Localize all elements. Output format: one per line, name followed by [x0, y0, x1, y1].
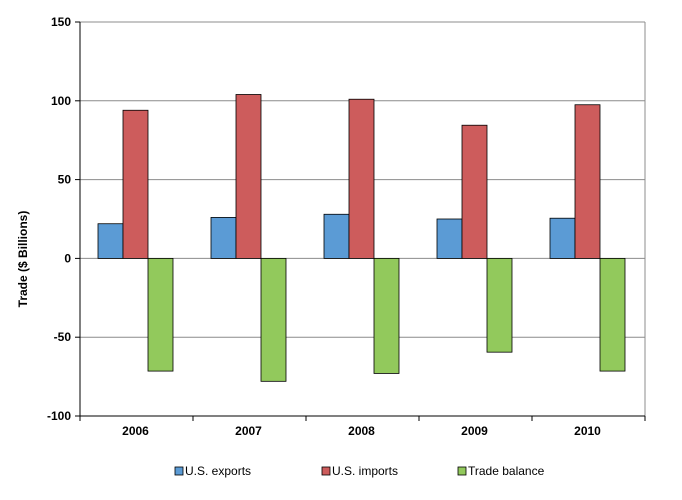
bar-trade-balance-2010 — [599, 257, 626, 372]
x-tick-label: 2010 — [574, 424, 601, 438]
bar-trade-balance-2007 — [260, 257, 287, 382]
legend-label: Trade balance — [468, 464, 545, 478]
legend-swatch — [321, 466, 331, 476]
x-tick-label: 2008 — [348, 424, 375, 438]
bar-u-s-imports-2010 — [574, 104, 601, 259]
y-tick-label: 150 — [51, 15, 71, 29]
y-tick-labels: -100 -50 0 50 100 150 — [47, 15, 71, 423]
legend-swatch — [457, 466, 467, 476]
bars — [97, 94, 626, 382]
x-tick-labels: 2006 2007 2008 2009 2010 — [122, 424, 601, 438]
legend-label: U.S. imports — [332, 464, 398, 478]
bar-trade-balance-2009 — [486, 257, 513, 353]
y-tick-label: 0 — [64, 251, 71, 265]
x-tick-label: 2009 — [461, 424, 488, 438]
y-tick-label: 100 — [51, 94, 71, 108]
axes — [75, 21, 646, 421]
x-tick-label: 2006 — [122, 424, 149, 438]
y-tick-label: -100 — [47, 409, 71, 423]
bar-u-s-imports-2007 — [235, 94, 262, 259]
bar-trade-balance-2006 — [147, 257, 174, 372]
bar-u-s-exports-2010 — [549, 217, 576, 259]
y-tick-label: 50 — [58, 173, 72, 187]
legend: U.S. exports U.S. imports Trade balance — [174, 464, 545, 478]
legend-swatch — [174, 466, 184, 476]
bar-u-s-exports-2008 — [323, 213, 350, 259]
y-tick-label: -50 — [54, 330, 72, 344]
bar-u-s-imports-2009 — [461, 124, 488, 259]
bar-u-s-imports-2008 — [348, 98, 375, 259]
y-axis-title: Trade ($ Billions) — [16, 211, 30, 308]
x-tick-label: 2007 — [235, 424, 262, 438]
bar-u-s-exports-2009 — [436, 218, 463, 259]
bar-u-s-exports-2006 — [97, 223, 124, 259]
legend-label: U.S. exports — [185, 464, 251, 478]
bar-u-s-exports-2007 — [210, 217, 237, 259]
bar-u-s-imports-2006 — [122, 109, 149, 259]
bar-trade-balance-2008 — [373, 257, 400, 374]
